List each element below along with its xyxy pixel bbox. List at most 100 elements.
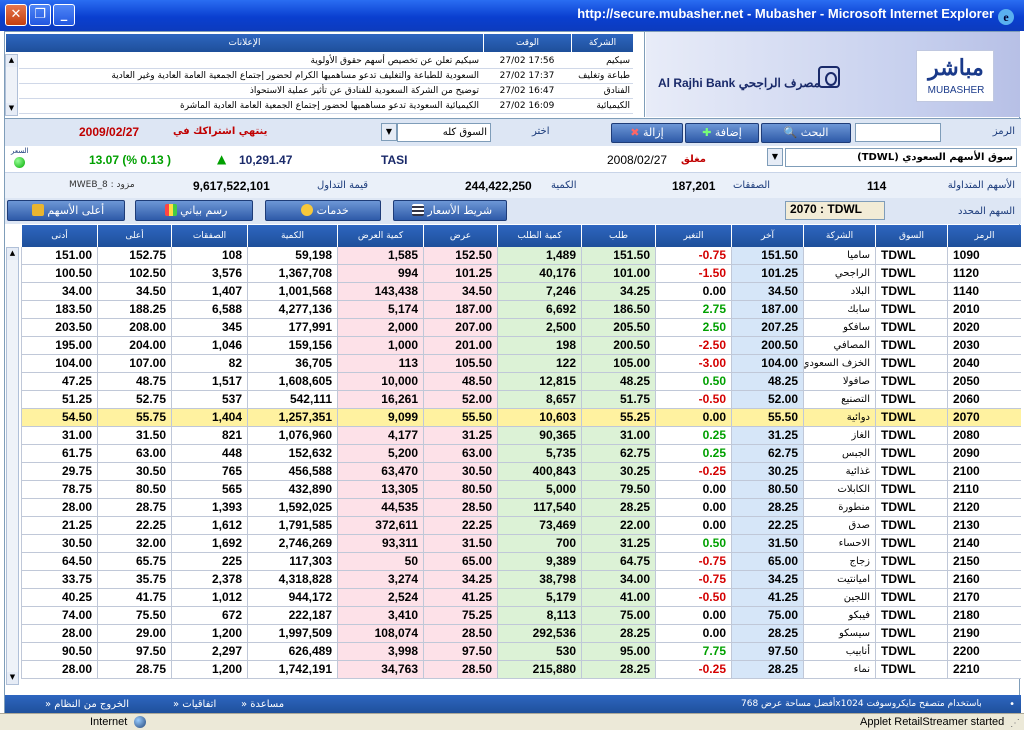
table-row[interactable]: 28.00 28.75 1,200 1,742,191 34,763 28.50 215,8… xyxy=(21,661,1021,679)
volume-cell: 1,791,585 xyxy=(247,517,337,534)
table-row[interactable]: 33.75 35.75 2,378 4,318,828 3,274 34.25 38,798… xyxy=(21,571,1021,589)
table-row[interactable]: 64.50 65.75 225 117,303 50 65.00 9,389 64.75 -0.… xyxy=(21,553,1021,571)
table-row[interactable]: 203.50 208.00 345 177,991 2,000 207.00 2,500 20… xyxy=(21,319,1021,337)
announcement-row[interactable]: سيكيم تعلن عن تخصيص أسهم حقوق الأولوية 27… xyxy=(19,54,633,69)
table-row[interactable]: 183.50 188.25 6,588 4,277,136 5,174 187.00 6,6… xyxy=(21,301,1021,319)
market-cell: TDWL xyxy=(875,283,947,300)
exchange-select[interactable]: سوق الأسهم السعودي (TDWL) xyxy=(785,148,1017,167)
table-row[interactable]: 31.00 31.50 821 1,076,960 4,177 31.25 90,365 31… xyxy=(21,427,1021,445)
bar-chart-icon xyxy=(164,204,177,216)
symbol-search-input[interactable] xyxy=(855,123,941,142)
col-header-bid-qty[interactable]: كمية الطلب xyxy=(497,225,581,247)
last-cell: 75.00 xyxy=(731,607,803,624)
bid-qty-cell: 73,469 xyxy=(497,517,581,534)
services-button[interactable]: خدمات xyxy=(265,200,381,221)
table-row[interactable]: 29.75 30.50 765 456,588 63,470 30.50 400,843 30… xyxy=(21,463,1021,481)
change-cell: 0.00 xyxy=(655,517,731,534)
agreements-link[interactable]: » اتفاقيات xyxy=(173,699,217,710)
company-cell: اللجين xyxy=(803,589,875,606)
table-scrollbar[interactable]: ▲ ▼ xyxy=(6,247,19,685)
table-row[interactable]: 104.00 107.00 82 36,705 113 105.50 122 105.00 -3… xyxy=(21,355,1021,373)
company-cell: أنابيب xyxy=(803,643,875,660)
help-link[interactable]: » مساعدة xyxy=(241,699,285,710)
col-header-volume[interactable]: الكمية xyxy=(247,225,337,247)
low-cell: 28.00 xyxy=(21,625,97,642)
table-row[interactable]: 61.75 63.00 448 152,632 5,200 63.00 5,735 62.75… xyxy=(21,445,1021,463)
table-row[interactable]: 21.25 22.25 1,612 1,791,585 372,611 22.25 73,4… xyxy=(21,517,1021,535)
remove-button[interactable]: إزالة ✖ xyxy=(611,123,683,143)
ticker-button[interactable]: شريط الأسعار xyxy=(393,200,507,221)
col-header-low[interactable]: أدنى xyxy=(21,225,97,247)
company-cell: نماء xyxy=(803,661,875,678)
last-cell: 28.25 xyxy=(731,625,803,642)
table-row[interactable]: 74.00 75.50 672 222,187 3,410 75.25 8,113 75.00… xyxy=(21,607,1021,625)
table-row[interactable]: 34.00 34.50 1,407 1,001,568 143,438 34.50 7,24… xyxy=(21,283,1021,301)
top-stocks-button[interactable]: أعلى الأسهم xyxy=(7,200,125,221)
low-cell: 28.00 xyxy=(21,499,97,516)
minimize-window-button[interactable]: _ xyxy=(53,4,75,26)
company-cell: البلاد xyxy=(803,283,875,300)
volume-cell: 4,277,136 xyxy=(247,301,337,318)
scroll-up-icon[interactable]: ▲ xyxy=(6,55,17,67)
close-window-button[interactable]: ✕ xyxy=(5,4,27,26)
col-header-symbol[interactable]: الرمز xyxy=(947,225,1021,247)
col-header-bid[interactable]: طلب xyxy=(581,225,655,247)
company-cell: سابك xyxy=(803,301,875,318)
col-header-high[interactable]: أعلى xyxy=(97,225,171,247)
selected-stock-field[interactable]: 2070 : TDWL xyxy=(785,201,885,220)
change-cell: -0.75 xyxy=(655,553,731,570)
bid-qty-cell: 292,536 xyxy=(497,625,581,642)
table-row[interactable]: 90.50 97.50 2,297 626,489 3,998 97.50 530 95.00… xyxy=(21,643,1021,661)
ask-cell: 52.00 xyxy=(423,391,497,408)
trades-cell: 1,407 xyxy=(171,283,247,300)
announcement-row[interactable]: توضيح من الشركة السعودية للفنادق عن تأثي… xyxy=(19,84,633,99)
search-button[interactable]: البحث 🔍 xyxy=(761,123,851,143)
ask-qty-cell: 10,000 xyxy=(337,373,423,390)
market-filter-select[interactable]: السوق كله xyxy=(397,123,491,142)
low-cell: 64.50 xyxy=(21,553,97,570)
table-row[interactable]: 151.00 152.75 108 59,198 1,585 152.50 1,489 151… xyxy=(21,247,1021,265)
col-header-trades[interactable]: الصفقات xyxy=(171,225,247,247)
col-header-market[interactable]: السوق xyxy=(875,225,947,247)
announcement-row[interactable]: السعودية للطباعة والتغليف تدعو مساهميها … xyxy=(19,69,633,84)
high-cell: 102.50 xyxy=(97,265,171,282)
turnover-value: 9,617,522,101 xyxy=(193,179,270,193)
volume-cell: 36,705 xyxy=(247,355,337,372)
table-row[interactable]: 47.25 48.75 1,517 1,608,605 10,000 48.50 12,81… xyxy=(21,373,1021,391)
announcement-row[interactable]: الكيميائية السعودية تدعو مساهميها لحضور … xyxy=(19,99,633,114)
table-row[interactable]: 54.50 55.75 1,404 1,257,351 9,099 55.50 10,603… xyxy=(21,409,1021,427)
bank-logo-text: Al Rajhi Bank مصرف الراجحي xyxy=(658,76,821,90)
scroll-down-icon[interactable]: ▼ xyxy=(6,103,17,115)
trades-value: 187,201 xyxy=(672,179,716,193)
col-header-ask-qty[interactable]: كمية العرض xyxy=(337,225,423,247)
ask-qty-cell: 1,585 xyxy=(337,247,423,264)
scroll-up-icon[interactable]: ▲ xyxy=(7,248,18,260)
add-button[interactable]: إضافة ✚ xyxy=(685,123,759,143)
table-row[interactable]: 51.25 52.75 537 542,111 16,261 52.00 8,657 51.7… xyxy=(21,391,1021,409)
col-header-ask[interactable]: عرض xyxy=(423,225,497,247)
col-header-change[interactable]: التغير xyxy=(655,225,731,247)
symbol-cell: 2130 xyxy=(947,517,1021,534)
chart-button[interactable]: رسم بياني xyxy=(135,200,253,221)
chevron-down-icon[interactable]: ▼ xyxy=(767,148,783,166)
exit-link[interactable]: » الخروج من النظام xyxy=(45,699,129,710)
col-header-company[interactable]: الشركة xyxy=(803,225,875,247)
scroll-down-icon[interactable]: ▼ xyxy=(7,672,18,684)
change-cell: 0.25 xyxy=(655,445,731,462)
maximize-window-button[interactable]: ❐ xyxy=(29,4,51,26)
table-row[interactable]: 28.00 29.00 1,200 1,997,509 108,074 28.50 292,… xyxy=(21,625,1021,643)
chevron-down-icon[interactable]: ▼ xyxy=(381,123,397,141)
col-header-last[interactable]: آخر xyxy=(731,225,803,247)
window-title: http://secure.mubasher.net - Mubasher - … xyxy=(577,6,1014,25)
table-row[interactable]: 30.50 32.00 1,692 2,746,269 93,311 31.50 700 31… xyxy=(21,535,1021,553)
ask-cell: 48.50 xyxy=(423,373,497,390)
table-row[interactable]: 40.25 41.75 1,012 944,172 2,524 41.25 5,179 41.… xyxy=(21,589,1021,607)
announcement-company: الكيميائية xyxy=(596,101,630,111)
table-row[interactable]: 78.75 80.50 565 432,890 13,305 80.50 5,000 79.5… xyxy=(21,481,1021,499)
table-row[interactable]: 100.50 102.50 3,576 1,367,708 994 101.25 40,17… xyxy=(21,265,1021,283)
symbol-cell: 2200 xyxy=(947,643,1021,660)
resize-grip-icon[interactable]: ⋰ xyxy=(1010,718,1020,729)
table-row[interactable]: 28.00 28.75 1,393 1,592,025 44,535 28.50 117,5… xyxy=(21,499,1021,517)
announcements-scrollbar[interactable]: ▲ ▼ xyxy=(5,54,18,116)
table-row[interactable]: 195.00 204.00 1,046 159,156 1,000 201.00 198 20… xyxy=(21,337,1021,355)
